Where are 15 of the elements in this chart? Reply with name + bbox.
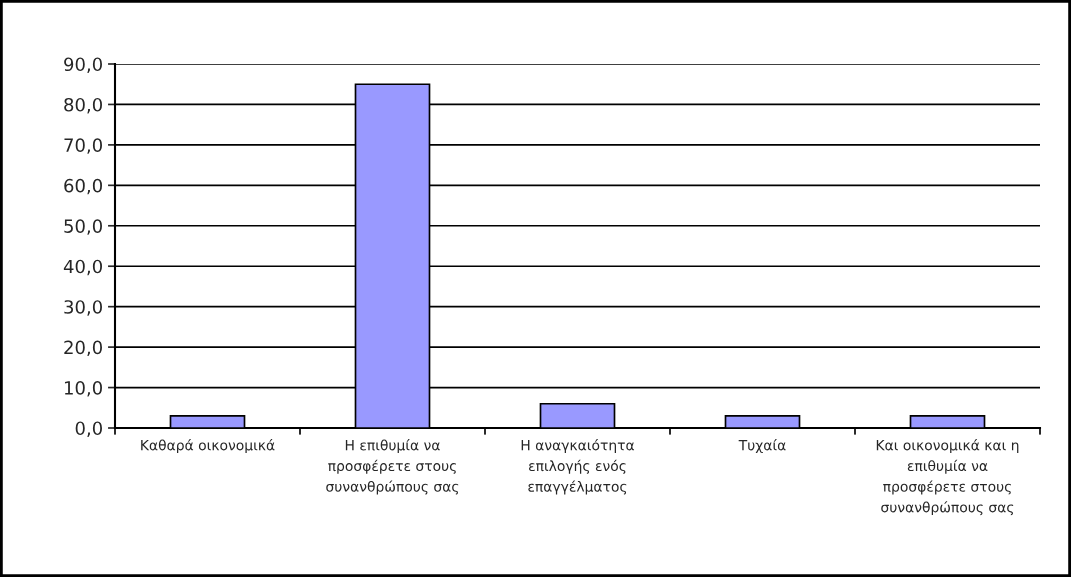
x-tick-label: Και οικονομικά και η επιθυμία να προσφέρετε στους συνανθρώπους σας: [876, 439, 1019, 516]
x-tick-label: Η αναγκαιότητα επιλογής ενός επαγγέλματος: [521, 439, 635, 495]
x-tick-label: Καθαρά οικονομικά: [141, 439, 275, 454]
y-tick-label: 20,0: [64, 340, 102, 357]
y-tick-label: 90,0: [64, 57, 102, 73]
y-tick-label: 40,0: [63, 259, 102, 276]
y-tick-label: 0,0: [75, 421, 102, 437]
x-tick-label: Τυχαία: [738, 439, 786, 454]
y-tick-label: 80,0: [64, 97, 102, 114]
y-tick-label: 30,0: [64, 300, 102, 316]
y-tick-label: 10,0: [64, 381, 102, 397]
y-tick-label: 50,0: [64, 219, 102, 235]
x-tick-label: Η επιθυμία να προσφέρετε στους συνανθρώπους σας: [326, 439, 459, 495]
y-tick-label: 60,0: [64, 178, 102, 195]
y-tick-label: 70,0: [64, 138, 102, 154]
